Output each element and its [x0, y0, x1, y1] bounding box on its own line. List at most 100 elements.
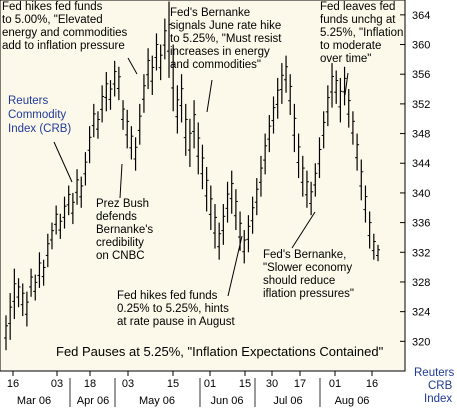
- price-bar: [346, 89, 351, 128]
- price-bar: [171, 44, 176, 112]
- annotation-text: Fed hikes fed funds 0.25% to 5.25%, hints…: [117, 290, 235, 328]
- price-bar: [79, 176, 84, 208]
- annotation-text: Fed's Bernanke signals June rate hike to 5…: [170, 7, 282, 71]
- leader-line: [291, 211, 316, 249]
- y-tick-label: 348: [412, 129, 430, 141]
- price-bar: [121, 100, 126, 130]
- price-bar: [175, 85, 180, 134]
- price-bar: [342, 66, 347, 106]
- price-bar: [108, 80, 113, 110]
- y-tick-label: 324: [412, 307, 430, 319]
- leader-line: [127, 57, 138, 75]
- annotations: Fed hikes fed funds to 5.00%, "Elevated en…: [2, 1, 403, 328]
- price-bar: [271, 96, 276, 134]
- price-bar: [317, 137, 322, 179]
- price-bar: [212, 204, 217, 249]
- price-bar: [167, 1, 172, 78]
- price-bar: [183, 103, 188, 156]
- price-bar: [267, 115, 272, 153]
- month-label: Jun 06: [210, 395, 243, 407]
- price-bar: [350, 111, 355, 145]
- price-bar: [334, 70, 339, 104]
- leader-line: [53, 141, 73, 183]
- price-bar: [233, 189, 238, 231]
- annotation-text: Fed hikes fed funds to 5.00%, "Elevated en…: [2, 1, 128, 52]
- price-bar: [242, 230, 247, 264]
- y-tick-label: 332: [412, 247, 430, 259]
- price-bar: [4, 315, 8, 351]
- price-bar: [204, 166, 209, 212]
- price-bar: [150, 55, 155, 95]
- x-tick-label: 03: [122, 378, 134, 390]
- price-bar: [83, 152, 88, 186]
- price-bar: [263, 133, 268, 175]
- y-tick-label: 356: [412, 69, 430, 81]
- x-tick-label: 01: [329, 378, 341, 390]
- annotation-text: Fed leaves fed funds unchg at 5.25%, "Infl…: [320, 1, 403, 65]
- price-bar: [363, 185, 368, 223]
- price-bar: [49, 222, 54, 250]
- price-bar: [116, 66, 121, 101]
- price-bar: [12, 268, 17, 320]
- price-bar: [313, 163, 318, 197]
- price-bar: [8, 293, 13, 340]
- leader-line: [206, 79, 213, 113]
- price-bar: [254, 178, 259, 216]
- leader-line: [119, 163, 123, 199]
- bars-layer: [4, 1, 380, 351]
- y-tick-label: 340: [412, 188, 430, 200]
- price-bar: [359, 159, 364, 201]
- price-bar: [292, 103, 297, 153]
- annotation-text: Prez Bush defends Bernanke's credibility on …: [96, 198, 153, 262]
- price-bar: [75, 169, 80, 205]
- price-bar: [330, 63, 335, 108]
- price-bar: [41, 259, 46, 286]
- price-bar: [192, 100, 197, 149]
- price-bar: [70, 192, 75, 225]
- month-label: Jul 06: [273, 395, 302, 407]
- price-bar: [217, 222, 222, 260]
- leader-line: [227, 235, 243, 297]
- x-tick-label: 18: [84, 378, 96, 390]
- price-bar: [300, 155, 305, 197]
- price-bar: [91, 103, 96, 138]
- price-bar: [137, 103, 142, 145]
- month-label: Apr 06: [77, 395, 109, 407]
- x-tick-label: 16: [366, 378, 378, 390]
- price-bar: [125, 109, 130, 149]
- y-axis-title: Reuters CRB Index: [414, 367, 455, 405]
- price-bar: [246, 215, 251, 253]
- leader-line: [344, 72, 349, 96]
- price-bar: [33, 274, 38, 301]
- price-bar: [54, 205, 59, 235]
- price-bar: [338, 77, 343, 123]
- price-bar: [225, 181, 230, 223]
- price-bar: [158, 44, 163, 81]
- price-bar: [29, 268, 34, 297]
- price-bar: [250, 196, 255, 234]
- price-bar: [258, 155, 263, 197]
- x-tick-label: 16: [7, 378, 19, 390]
- price-bar: [112, 60, 117, 97]
- month-label: Aug 06: [335, 395, 370, 407]
- price-bar: [58, 213, 63, 239]
- price-bar: [66, 185, 71, 216]
- price-bar: [100, 85, 105, 123]
- price-bar: [376, 244, 380, 262]
- price-bar: [200, 144, 205, 190]
- price-bar: [288, 74, 293, 116]
- price-bar: [37, 252, 42, 288]
- y-tick-label: 360: [412, 40, 430, 52]
- month-label: Mar 06: [17, 395, 51, 407]
- series-label: Reuters Commodity Index (CRB): [8, 95, 71, 135]
- month-label: May 06: [139, 395, 175, 407]
- price-bar: [229, 170, 234, 214]
- price-bar: [196, 122, 201, 175]
- annotation-text: Fed's Bernanke, "Slower economy should red…: [263, 249, 354, 300]
- price-bar: [309, 181, 314, 216]
- x-tick-label: 30: [266, 378, 278, 390]
- y-tick-label: 352: [412, 99, 430, 111]
- price-bar: [16, 278, 21, 308]
- x-tick-label: 15: [239, 378, 251, 390]
